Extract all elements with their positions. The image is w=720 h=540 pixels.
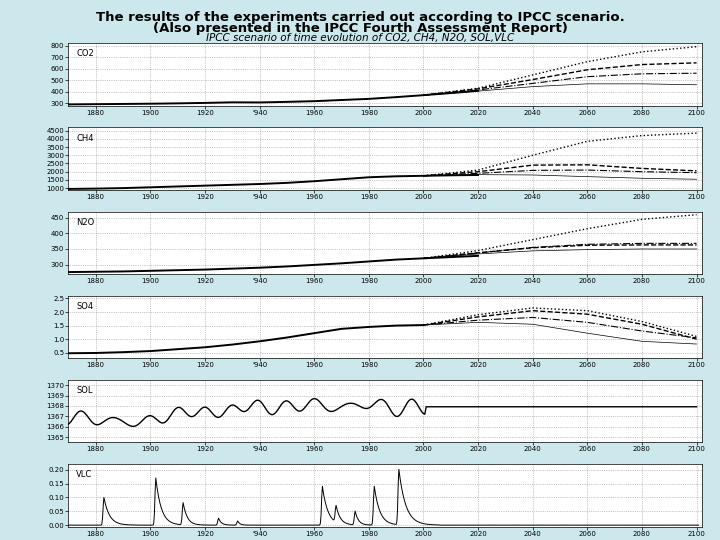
Text: CO2: CO2 <box>76 50 94 58</box>
Text: IPCC scenario of time evolution of CO2, CH4, N2O, SOL,VLC: IPCC scenario of time evolution of CO2, … <box>206 33 514 44</box>
Text: VLC: VLC <box>76 470 92 480</box>
Text: SOL: SOL <box>76 386 92 395</box>
Text: CH4: CH4 <box>76 133 94 143</box>
Text: The results of the experiments carried out according to IPCC scenario.: The results of the experiments carried o… <box>96 11 624 24</box>
Text: SO4: SO4 <box>76 302 93 311</box>
Text: N2O: N2O <box>76 218 94 227</box>
Text: (Also presented in the IPCC Fourth Assessment Report): (Also presented in the IPCC Fourth Asses… <box>153 22 567 35</box>
